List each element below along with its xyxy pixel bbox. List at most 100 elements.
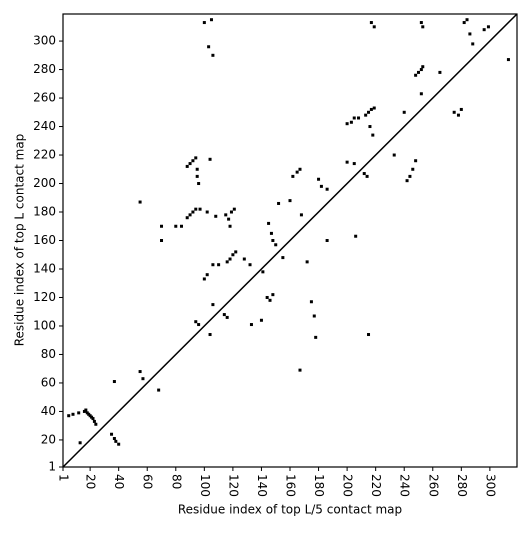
- x-tick-label: 40: [112, 474, 126, 489]
- contact-point: [211, 263, 215, 267]
- y-tick-label: 240: [33, 119, 56, 133]
- y-tick-label: 60: [41, 375, 56, 389]
- contact-point: [367, 110, 371, 114]
- contact-point: [217, 263, 221, 267]
- contact-point: [202, 21, 206, 25]
- contact-point: [259, 318, 263, 322]
- contact-point: [271, 239, 275, 242]
- contact-point: [228, 224, 232, 228]
- contact-point: [232, 207, 236, 211]
- x-tick-label: 160: [284, 474, 298, 497]
- contact-point: [462, 21, 466, 25]
- contact-point: [112, 380, 116, 384]
- x-tick-label: 120: [226, 474, 240, 497]
- contact-point: [314, 335, 318, 339]
- contact-point: [188, 162, 192, 166]
- contact-point: [248, 263, 252, 267]
- x-tick-label: 100: [198, 474, 212, 497]
- contact-point: [222, 313, 226, 317]
- contact-point: [456, 113, 460, 117]
- x-tick-label: 180: [312, 474, 326, 497]
- contact-point: [295, 170, 299, 174]
- x-tick-label: 300: [483, 474, 497, 497]
- contact-point: [268, 298, 272, 302]
- contact-point: [208, 157, 212, 161]
- contact-point: [408, 174, 412, 178]
- contact-point: [214, 214, 218, 218]
- contact-point: [471, 42, 475, 46]
- contact-point: [392, 153, 396, 157]
- contact-point: [191, 159, 195, 163]
- contact-point: [209, 18, 213, 22]
- contact-point: [345, 122, 349, 126]
- contact-point: [362, 172, 366, 176]
- contact-point: [117, 442, 121, 446]
- contact-point: [174, 224, 178, 228]
- contact-point: [468, 32, 472, 36]
- contact-point: [312, 314, 316, 318]
- contact-point: [414, 73, 418, 77]
- contact-point: [160, 239, 164, 242]
- contact-point: [157, 388, 161, 392]
- contact-point: [369, 107, 373, 111]
- contact-point: [141, 377, 145, 381]
- contact-point: [185, 216, 189, 220]
- contact-point: [67, 414, 71, 418]
- y-tick-label: 180: [33, 205, 56, 219]
- y-tick-label: 120: [33, 290, 56, 304]
- contact-point: [298, 368, 302, 372]
- contact-point: [91, 417, 95, 421]
- x-axis-label: Residue index of top L/5 contact map: [178, 503, 402, 517]
- contact-point: [372, 106, 376, 110]
- contact-point: [309, 300, 313, 304]
- contact-point: [225, 260, 229, 264]
- contact-point: [179, 224, 183, 228]
- contact-point: [265, 295, 269, 299]
- x-tick-label: 60: [141, 474, 155, 489]
- contact-point: [94, 422, 98, 426]
- contact-point: [288, 199, 292, 203]
- contact-point: [92, 419, 96, 423]
- contact-point: [345, 160, 349, 164]
- contact-point: [202, 277, 206, 281]
- contact-point: [261, 270, 265, 274]
- contact-point: [305, 260, 309, 264]
- contact-point: [274, 243, 278, 247]
- contact-point: [271, 293, 275, 297]
- x-tick-label: 1: [57, 474, 71, 482]
- y-tick-label: 140: [33, 261, 56, 275]
- y-tick-label: 80: [41, 347, 56, 361]
- contact-point: [185, 164, 189, 168]
- contact-point: [402, 110, 406, 114]
- contact-point: [357, 116, 361, 120]
- contact-point: [299, 213, 303, 217]
- contact-point: [110, 432, 114, 436]
- contact-point: [354, 234, 358, 238]
- contact-point: [416, 70, 420, 74]
- contact-point: [188, 213, 192, 217]
- contact-point: [486, 25, 490, 29]
- y-tick-label: 1: [48, 460, 56, 474]
- contact-point: [231, 253, 235, 257]
- y-tick-label: 260: [33, 91, 56, 105]
- contact-point: [452, 110, 456, 114]
- contact-point: [298, 167, 302, 171]
- contact-point: [367, 333, 371, 337]
- contact-point: [267, 221, 271, 225]
- x-tick-label: 20: [84, 474, 98, 489]
- contact-point: [352, 116, 356, 120]
- contact-point: [208, 333, 212, 337]
- contact-point: [459, 107, 463, 111]
- diagonal: [62, 13, 518, 468]
- contact-point: [225, 315, 229, 319]
- contact-point: [211, 303, 215, 307]
- contact-point: [421, 25, 425, 29]
- x-tick-label: 240: [398, 474, 412, 497]
- contact-point: [242, 257, 246, 261]
- contact-point: [365, 174, 369, 178]
- contact-point: [419, 21, 423, 25]
- contact-point: [194, 207, 198, 211]
- contact-point: [369, 21, 373, 25]
- contact-point: [224, 213, 228, 217]
